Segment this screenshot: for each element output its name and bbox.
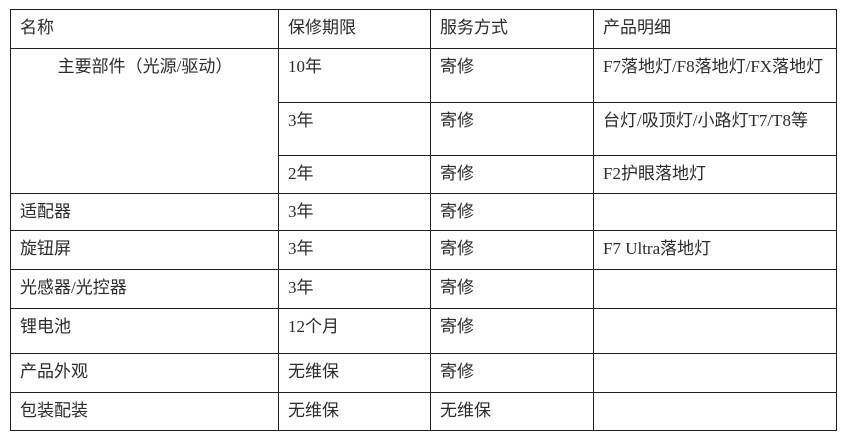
- cell-service-method: 寄修: [430, 102, 594, 156]
- cell-product-detail: F2护眼落地灯: [593, 155, 837, 194]
- cell-component-name: 主要部件（光源/驱动）: [10, 48, 279, 194]
- cell-service-method: 寄修: [430, 308, 594, 354]
- cell-component-name: 产品外观: [10, 353, 279, 393]
- cell-product-detail: 台灯/吸顶灯/小路灯T7/T8等: [593, 102, 837, 156]
- cell-warranty-period: 3年: [278, 193, 431, 231]
- cell-warranty-period: 无维保: [278, 353, 431, 393]
- cell-product-detail: F7落地灯/F8落地灯/FX落地灯: [593, 48, 837, 103]
- table-header-row: 名称 保修期限 服务方式 产品明细: [10, 9, 837, 49]
- cell-warranty-period: 12个月: [278, 308, 431, 354]
- table-row: 包装配装 无维保 无维保: [10, 392, 837, 431]
- cell-warranty-period: 3年: [278, 269, 431, 309]
- cell-product-detail: [593, 392, 837, 431]
- header-cell-warranty: 保修期限: [278, 9, 431, 49]
- cell-component-name: 锂电池: [10, 308, 279, 354]
- cell-warranty-period: 3年: [278, 230, 431, 270]
- cell-service-method: 寄修: [430, 193, 594, 231]
- table-row: 锂电池 12个月 寄修: [10, 308, 837, 354]
- table-row: 3年 寄修 台灯/吸顶灯/小路灯T7/T8等: [11, 102, 837, 156]
- table-row: 主要部件（光源/驱动） 10年 寄修 F7落地灯/F8落地灯/FX落地灯: [10, 48, 837, 194]
- table-row: 产品外观 无维保 寄修: [10, 353, 837, 393]
- cell-service-method: 寄修: [430, 48, 594, 103]
- cell-product-detail: [593, 353, 837, 393]
- cell-warranty-period: 3年: [278, 102, 431, 156]
- header-cell-detail: 产品明细: [593, 9, 837, 49]
- cell-product-detail: F7 Ultra落地灯: [593, 230, 837, 270]
- cell-service-method: 寄修: [430, 230, 594, 270]
- cell-component-name: 旋钮屏: [10, 230, 279, 270]
- cell-component-name: 包装配装: [10, 392, 279, 431]
- header-cell-name: 名称: [10, 9, 279, 49]
- cell-service-method: 无维保: [430, 392, 594, 431]
- cell-component-name: 光感器/光控器: [10, 269, 279, 309]
- table-row: 2年 寄修 F2护眼落地灯: [11, 155, 837, 194]
- cell-service-method: 寄修: [430, 353, 594, 393]
- cell-component-name: 适配器: [10, 193, 279, 231]
- cell-product-detail: [593, 269, 837, 309]
- cell-service-method: 寄修: [430, 155, 594, 194]
- cell-warranty-period: 10年: [278, 48, 431, 103]
- cell-warranty-period: 无维保: [278, 392, 431, 431]
- table-row: 旋钮屏 3年 寄修 F7 Ultra落地灯: [10, 230, 837, 270]
- header-cell-service: 服务方式: [430, 9, 594, 49]
- table-row: 适配器 3年 寄修: [10, 193, 837, 231]
- warranty-table: 名称 保修期限 服务方式 产品明细 主要部件（光源/驱动） 10年 寄修 F7落…: [10, 9, 837, 431]
- cell-service-method: 寄修: [430, 269, 594, 309]
- cell-warranty-period: 2年: [278, 155, 431, 194]
- cell-product-detail: [593, 193, 837, 231]
- cell-product-detail: [593, 308, 837, 354]
- table-row: 光感器/光控器 3年 寄修: [10, 269, 837, 309]
